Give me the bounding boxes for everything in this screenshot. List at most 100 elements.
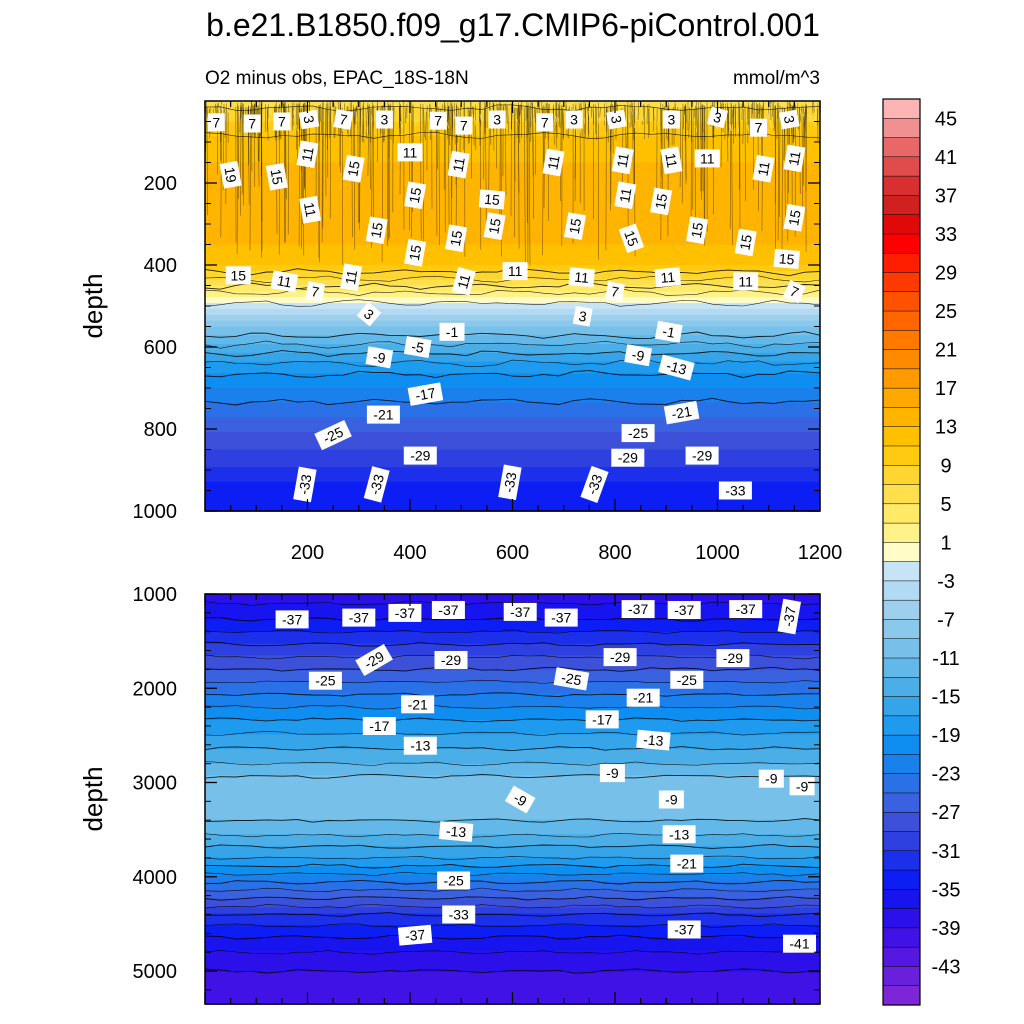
- upper-contour-label-box: [407, 382, 444, 406]
- upper-contour-label-text: 3: [570, 112, 578, 128]
- lower-contour-label-box: [388, 603, 422, 622]
- upper-band: [205, 212, 820, 217]
- lower-contour-label-box: [504, 785, 536, 814]
- lower-contour-label-box: [603, 648, 637, 667]
- lower-band: [205, 881, 820, 885]
- upper-band: [205, 180, 820, 184]
- upper-contour-label-box: [404, 181, 427, 210]
- upper-contour-label: -21: [663, 400, 700, 425]
- upper-noise-fleck: [604, 117, 606, 124]
- upper-noise-streak: [632, 108, 634, 140]
- upper-contour-label: 3: [778, 109, 800, 130]
- upper-contour-label-text: 11: [298, 146, 316, 163]
- lower-band: [205, 986, 820, 991]
- upper-noise-streak: [322, 102, 324, 228]
- lower-band: [205, 711, 820, 715]
- upper-noise-streak: [738, 101, 740, 137]
- colorbar-box: [882, 252, 921, 274]
- lower-band: [205, 848, 820, 853]
- upper-contour-label-text: 11: [754, 160, 772, 177]
- upper-noise-streak: [584, 104, 586, 139]
- upper-noise-streak: [781, 106, 783, 250]
- colorbar-label: -19: [932, 725, 961, 747]
- lower-contour-line: [204, 950, 820, 955]
- upper-contour-label-box: [611, 448, 645, 467]
- lower-band: [205, 629, 820, 633]
- lower-band: [205, 892, 820, 897]
- upper-contour-label-box: [750, 118, 767, 137]
- lower-band: [205, 919, 820, 923]
- upper-band: [205, 130, 820, 135]
- lower-contour-line: [204, 912, 821, 917]
- lower-band: [205, 942, 820, 947]
- upper-contour-label-text: -1: [446, 324, 459, 340]
- upper-contour-label-text: 15: [652, 192, 670, 210]
- upper-noise-streak: [733, 105, 735, 130]
- upper-contour-label-text: 7: [460, 118, 468, 134]
- upper-noise-streak: [298, 103, 300, 130]
- upper-band: [205, 115, 820, 120]
- upper-band: [205, 191, 820, 196]
- lower-contour-label-box: [789, 777, 815, 796]
- lower-band: [205, 766, 820, 771]
- upper-contour-label: 15: [685, 216, 709, 245]
- lower-band: [205, 646, 820, 651]
- colorbar-label: -39: [932, 918, 961, 940]
- upper-contour-label-text: 15: [785, 209, 803, 227]
- upper-contour-label: 11: [614, 181, 637, 210]
- upper-noise-streak: [507, 106, 509, 134]
- upper-noise-streak: [773, 101, 775, 129]
- upper-noise-streak: [425, 108, 427, 141]
- upper-noise-streak: [813, 101, 815, 113]
- upper-noise-streak: [470, 101, 472, 179]
- upper-noise-fleck: [366, 109, 368, 116]
- upper-contour-label: 19: [219, 160, 242, 189]
- lower-contour-line: [204, 818, 821, 823]
- upper-band: [205, 443, 820, 448]
- lower-band: [205, 702, 820, 707]
- upper-noise-streak: [472, 106, 474, 118]
- upper-contour-label: 11: [502, 262, 528, 281]
- upper-noise-streak: [325, 108, 327, 197]
- colorbar-label: 21: [935, 340, 957, 362]
- upper-contour-label-text: -25: [628, 425, 648, 441]
- lower-band: [205, 971, 820, 976]
- lower-contour-label: -37: [342, 608, 376, 627]
- lower-band: [205, 816, 820, 821]
- upper-band: [205, 461, 820, 465]
- upper-contour-label: 3: [565, 110, 583, 129]
- lower-contour-label-box: [442, 905, 476, 924]
- upper-contour-label-box: [365, 216, 388, 245]
- colorbar-label: 25: [935, 301, 957, 323]
- lower-contour-label: -37: [729, 600, 763, 619]
- upper-contour-label: 11: [296, 140, 319, 169]
- colorbar-box: [882, 850, 921, 871]
- upper-contour-label: 15: [618, 223, 645, 254]
- upper-noise-streak: [731, 103, 733, 246]
- upper-contour-label-text: -13: [665, 357, 689, 378]
- colorbar-label: 9: [940, 455, 951, 477]
- upper-band: [205, 162, 820, 167]
- upper-noise-fleck: [631, 107, 633, 115]
- upper-contour-label-box: [207, 113, 225, 132]
- lower-band: [205, 886, 820, 891]
- upper-ytick-label: 800: [144, 419, 177, 441]
- upper-contour-label-box: [404, 238, 427, 267]
- upper-noise-fleck: [370, 114, 373, 121]
- lower-band: [205, 807, 820, 812]
- lower-band: [205, 927, 820, 932]
- upper-contour-label-text: -5: [410, 338, 425, 356]
- upper-noise-streak: [369, 104, 371, 190]
- upper-contour-label-box: [621, 424, 655, 443]
- lower-contour-label: -21: [401, 695, 435, 714]
- lower-contour-line: [204, 746, 821, 752]
- upper-band: [205, 159, 820, 164]
- upper-noise-fleck: [555, 116, 557, 123]
- upper-band: [205, 361, 820, 366]
- upper-contour-label: 15: [404, 181, 427, 210]
- upper-band: [205, 124, 820, 129]
- upper-noise-fleck: [657, 121, 659, 128]
- lower-contour-label-box: [662, 825, 696, 844]
- lower-contour-line: [204, 641, 821, 647]
- upper-contour-label: 7: [207, 113, 225, 132]
